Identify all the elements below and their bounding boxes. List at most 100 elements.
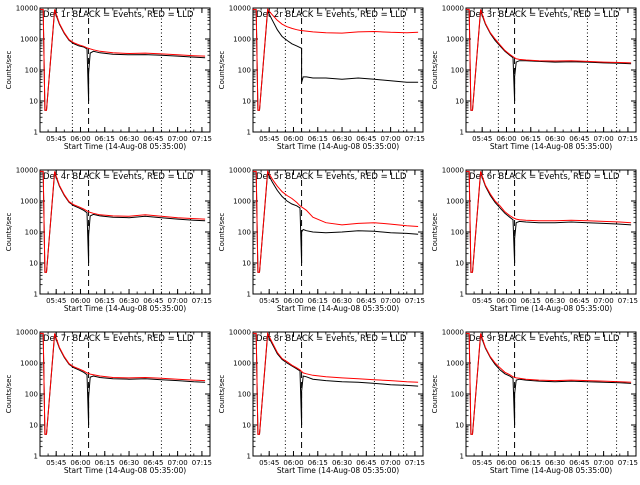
series-line-lld [466,332,632,435]
plot-frame [39,7,211,133]
y-tick-label: 10 [29,98,38,106]
chart-panel-8: Det 8r BLACK = Events, RED = LLD Counts/s… [218,329,425,476]
x-tick-label: 06:30 [332,135,352,143]
x-tick-label: 06:45 [569,135,589,143]
y-tick-label: 10000 [16,329,38,337]
y-axis-label: Counts/sec [431,375,439,414]
chart-title: Det 6r BLACK = Events, RED = LLD [469,172,620,182]
y-axis-label: Counts/sec [218,375,226,414]
x-tick-label: 06:30 [332,459,352,467]
y-tick-label: 100 [238,229,251,237]
y-tick-label: 10000 [229,329,251,337]
x-tick-label: 05:45 [46,459,66,467]
y-tick-label: 10 [242,260,251,268]
y-tick-label: 10000 [16,5,38,13]
x-tick-label: 07:15 [405,297,425,305]
y-tick-label: 10000 [229,5,251,13]
x-tick-label: 06:45 [569,459,589,467]
x-tick-label: 06:45 [143,135,163,143]
plot-frame [465,7,637,133]
y-axis-label: Counts/sec [431,51,439,90]
y-tick-label: 1000 [20,36,38,44]
x-tick-label: 06:30 [119,135,139,143]
x-axis-label: Start Time (14-Aug-08 05:35:00) [64,304,186,313]
series-line-lld [40,170,206,273]
y-tick-label: 100 [25,229,38,237]
x-tick-label: 07:15 [192,297,212,305]
series-line-lld [253,169,419,273]
x-tick-label: 06:30 [545,135,565,143]
x-tick-label: 06:15 [308,459,328,467]
x-axis-label: Start Time (14-Aug-08 05:35:00) [490,466,612,475]
series-line-events [466,334,632,435]
y-tick-label: 10000 [442,167,464,175]
x-tick-label: 06:45 [143,459,163,467]
x-tick-label: 05:45 [259,135,279,143]
chart-title: Det 1r BLACK = Events, RED = LLD [43,10,194,20]
x-tick-label: 07:15 [405,459,425,467]
series-line-events [40,10,206,111]
x-tick-label: 07:15 [192,459,212,467]
x-tick-label: 05:45 [46,135,66,143]
x-tick-label: 06:45 [356,459,376,467]
y-tick-label: 1 [460,291,464,299]
x-tick-label: 06:30 [545,459,565,467]
y-tick-label: 1 [247,129,251,137]
y-tick-label: 10 [242,98,251,106]
chart-title: Det 8r BLACK = Events, RED = LLD [256,334,407,344]
y-axis-label: Counts/sec [5,375,13,414]
x-axis-label: Start Time (14-Aug-08 05:35:00) [277,304,399,313]
y-tick-label: 1 [247,453,251,461]
plot-frame [39,169,211,295]
x-tick-label: 06:45 [356,297,376,305]
x-tick-label: 06:15 [308,297,328,305]
y-tick-label: 10 [242,422,251,430]
chart-title: Det 9r BLACK = Events, RED = LLD [469,334,620,344]
y-axis-label: Counts/sec [5,51,13,90]
x-tick-label: 06:15 [521,135,541,143]
y-tick-label: 10000 [442,329,464,337]
x-axis-label: Start Time (14-Aug-08 05:35:00) [64,142,186,151]
x-axis-label: Start Time (14-Aug-08 05:35:00) [277,466,399,475]
y-tick-label: 100 [451,229,464,237]
x-tick-label: 06:45 [143,297,163,305]
y-tick-label: 1 [34,453,38,461]
x-tick-label: 05:45 [46,297,66,305]
chart-title: Det 5r BLACK = Events, RED = LLD [256,172,407,182]
series-line-lld [40,8,206,111]
y-tick-label: 1000 [446,360,464,368]
x-tick-label: 07:15 [192,135,212,143]
chart-panel-2: Det 2r BLACK = Events, RED = LLD Counts/s… [218,5,425,152]
series-line-events [253,333,419,435]
x-tick-label: 07:15 [618,135,638,143]
series-line-events [40,334,206,435]
x-tick-label: 07:15 [405,135,425,143]
x-tick-label: 06:30 [119,459,139,467]
series-line-lld [40,332,206,435]
plot-frame [465,169,637,295]
series-line-events [253,9,419,111]
x-tick-label: 07:00 [168,297,188,305]
chart-title: Det 7r BLACK = Events, RED = LLD [43,334,194,344]
chart-title: Det 3r BLACK = Events, RED = LLD [469,10,620,20]
x-tick-label: 06:30 [332,297,352,305]
x-tick-label: 07:00 [594,459,614,467]
x-tick-label: 06:45 [356,135,376,143]
x-tick-label: 06:00 [496,297,516,305]
plot-frame [39,331,211,457]
y-tick-label: 100 [451,67,464,75]
x-tick-label: 05:45 [259,459,279,467]
chart-title: Det 4r BLACK = Events, RED = LLD [43,172,194,182]
chart-panel-7: Det 7r BLACK = Events, RED = LLD Counts/s… [5,329,212,476]
x-tick-label: 05:45 [472,459,492,467]
series-line-events [40,172,206,273]
series-line-events [253,171,419,273]
y-tick-label: 1 [34,129,38,137]
y-tick-label: 1000 [233,198,251,206]
plot-frame [252,7,424,133]
y-tick-label: 1 [247,291,251,299]
series-line-lld [466,8,632,111]
y-tick-label: 1000 [20,360,38,368]
x-tick-label: 07:00 [381,297,401,305]
